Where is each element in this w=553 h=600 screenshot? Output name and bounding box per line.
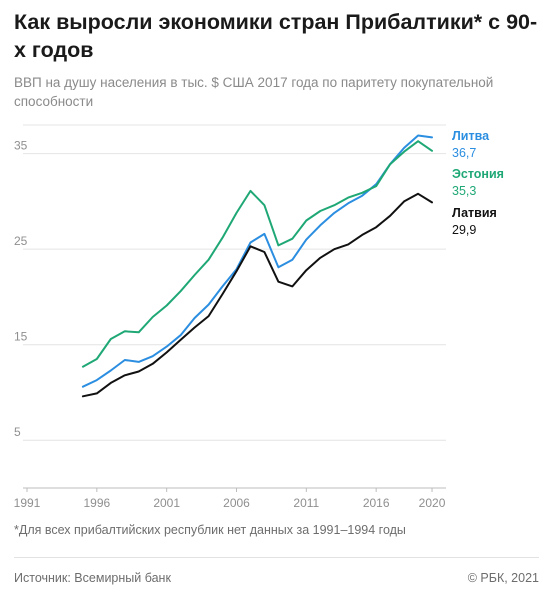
grid: [23, 124, 446, 441]
x-tick-label: 2016: [363, 496, 390, 510]
axes: 5 15 25 35 1991 1996 2001 2006 2011 2016 2020: [14, 139, 446, 510]
chart-title: Как выросли экономики стран Прибалтики* …: [14, 10, 538, 62]
series-name-label-estonia: Эстония: [452, 167, 504, 181]
end-labels: Литва 36,7 Эстония 35,3 Латвия 29,9: [452, 129, 504, 237]
y-tick-label: 25: [14, 234, 28, 248]
series-value-label-estonia: 35,3: [452, 184, 476, 198]
series-line-latvia: [81, 192, 433, 398]
series-value-label-lithuania: 36,7: [452, 146, 476, 160]
x-tick-label: 2020: [419, 496, 446, 510]
series-line-lithuania: [81, 134, 433, 388]
series-name-label-latvia: Латвия: [452, 206, 497, 220]
x-tick-label: 1991: [14, 496, 41, 510]
series-name-label-lithuania: Литва: [452, 129, 490, 143]
source-note: Источник: Всемирный банк: [14, 571, 171, 585]
footer-divider: [14, 557, 539, 558]
copyright: © РБК, 2021: [467, 571, 539, 585]
y-tick-label: 5: [14, 425, 21, 439]
series-value-label-latvia: 29,9: [452, 223, 476, 237]
line-chart: 5 15 25 35 1991 1996 2001 2006 2011 2016 2020 Литв…: [14, 124, 504, 510]
series-lines: [81, 134, 433, 398]
x-tick-label: 2006: [223, 496, 250, 510]
chart-subtitle: ВВП на душу населения в тыс. $ США 2017 …: [14, 75, 494, 109]
y-tick-label: 35: [14, 139, 28, 153]
x-tick-label: 2001: [153, 496, 180, 510]
x-tick-label: 2011: [293, 496, 319, 510]
series-line-estonia: [81, 140, 433, 368]
footnote: *Для всех прибалтийских республик нет да…: [14, 523, 406, 537]
y-tick-label: 15: [14, 330, 28, 344]
x-tick-label: 1996: [83, 496, 110, 510]
